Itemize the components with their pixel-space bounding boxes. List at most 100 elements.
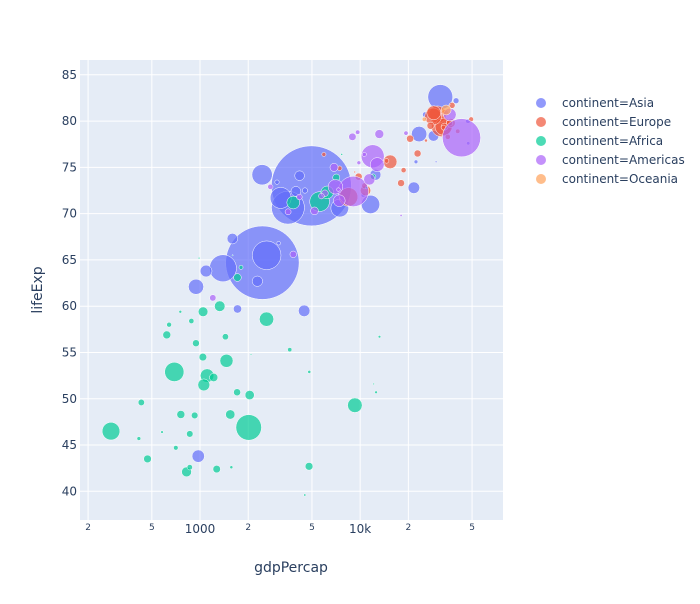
data-point[interactable] xyxy=(209,294,217,302)
data-point[interactable] xyxy=(289,250,297,258)
data-point[interactable] xyxy=(209,373,219,382)
data-point[interactable] xyxy=(374,390,378,394)
data-point[interactable] xyxy=(214,300,226,312)
data-point[interactable] xyxy=(426,105,442,121)
data-point[interactable] xyxy=(233,388,241,397)
data-point[interactable] xyxy=(251,275,263,287)
data-point[interactable] xyxy=(374,129,385,139)
data-point[interactable] xyxy=(136,436,142,441)
data-point[interactable] xyxy=(229,465,234,470)
data-point[interactable] xyxy=(448,102,456,109)
data-point[interactable] xyxy=(372,382,375,386)
data-point[interactable] xyxy=(411,126,428,143)
data-point[interactable] xyxy=(198,306,209,317)
data-point[interactable] xyxy=(162,330,171,340)
data-point[interactable] xyxy=(434,160,438,163)
data-point[interactable] xyxy=(219,353,234,368)
data-point[interactable] xyxy=(197,378,211,392)
data-point[interactable] xyxy=(252,240,282,270)
data-point[interactable] xyxy=(448,103,451,106)
data-point[interactable] xyxy=(336,187,341,192)
data-point[interactable] xyxy=(421,116,427,122)
legend-item[interactable]: continent=Europe xyxy=(536,115,671,129)
data-point[interactable] xyxy=(406,134,414,143)
legend-item[interactable]: continent=Americas xyxy=(536,153,685,167)
data-point[interactable] xyxy=(377,335,382,339)
data-point[interactable] xyxy=(192,339,200,347)
legend[interactable]: continent=Asia continent=Europe continent=… xyxy=(536,96,685,186)
data-point[interactable] xyxy=(164,362,185,382)
data-point[interactable] xyxy=(310,206,319,216)
data-point[interactable] xyxy=(407,181,420,194)
data-point[interactable] xyxy=(197,256,201,260)
data-point[interactable] xyxy=(191,449,205,463)
data-point[interactable] xyxy=(452,97,460,104)
data-point[interactable] xyxy=(173,445,179,451)
data-point[interactable] xyxy=(188,278,204,295)
data-point[interactable] xyxy=(186,430,194,438)
data-point[interactable] xyxy=(166,322,172,328)
data-point[interactable] xyxy=(286,195,300,210)
data-point[interactable] xyxy=(222,333,229,341)
data-point[interactable] xyxy=(329,163,339,172)
data-point[interactable] xyxy=(399,214,403,217)
data-point[interactable] xyxy=(355,129,361,135)
data-point[interactable] xyxy=(276,241,281,246)
data-point[interactable] xyxy=(287,347,293,353)
data-point[interactable] xyxy=(212,465,221,474)
data-point[interactable] xyxy=(348,132,357,141)
data-point[interactable] xyxy=(303,493,307,497)
data-point[interactable] xyxy=(178,310,182,314)
data-point[interactable] xyxy=(298,304,311,317)
data-point[interactable] xyxy=(327,179,343,195)
data-point[interactable] xyxy=(442,118,481,158)
data-point[interactable] xyxy=(383,158,390,164)
data-point[interactable] xyxy=(333,194,346,207)
data-point[interactable] xyxy=(176,410,186,419)
data-point[interactable] xyxy=(233,273,242,282)
legend-item[interactable]: continent=Asia xyxy=(536,96,654,110)
data-point[interactable] xyxy=(321,152,327,157)
data-point[interactable] xyxy=(259,311,274,327)
data-point[interactable] xyxy=(235,414,262,441)
data-point[interactable] xyxy=(296,193,303,201)
data-point[interactable] xyxy=(209,254,237,283)
data-point[interactable] xyxy=(413,159,419,165)
data-points[interactable] xyxy=(101,84,481,497)
data-point[interactable] xyxy=(347,397,363,413)
data-point[interactable] xyxy=(225,409,236,420)
data-point[interactable] xyxy=(226,233,238,245)
legend-item[interactable]: continent=Oceania xyxy=(536,172,678,186)
data-point[interactable] xyxy=(191,411,199,419)
data-point[interactable] xyxy=(238,265,244,270)
data-point[interactable] xyxy=(251,164,273,186)
data-point[interactable] xyxy=(188,318,195,324)
data-point[interactable] xyxy=(304,462,314,471)
data-point[interactable] xyxy=(413,149,422,158)
data-point[interactable] xyxy=(290,186,302,197)
data-point[interactable] xyxy=(143,454,152,464)
data-point[interactable] xyxy=(101,422,121,441)
data-point[interactable] xyxy=(294,170,305,181)
data-point[interactable] xyxy=(361,152,367,157)
data-point[interactable] xyxy=(426,121,435,130)
data-point[interactable] xyxy=(244,390,255,400)
data-point[interactable] xyxy=(137,399,145,406)
data-point[interactable] xyxy=(369,157,385,172)
data-point[interactable] xyxy=(397,179,405,187)
data-point[interactable] xyxy=(267,183,274,190)
data-point[interactable] xyxy=(160,430,164,434)
data-point[interactable] xyxy=(440,104,452,116)
data-point[interactable] xyxy=(284,208,292,216)
legend-item[interactable]: continent=Africa xyxy=(536,134,663,148)
data-point[interactable] xyxy=(356,160,362,165)
data-point[interactable] xyxy=(249,353,253,356)
data-point[interactable] xyxy=(307,370,312,374)
data-point[interactable] xyxy=(186,464,193,471)
data-point[interactable] xyxy=(274,179,280,185)
data-point[interactable] xyxy=(400,167,407,173)
data-point[interactable] xyxy=(199,264,213,278)
data-point[interactable] xyxy=(318,192,325,200)
data-point[interactable] xyxy=(353,170,356,174)
data-point[interactable] xyxy=(403,130,409,136)
